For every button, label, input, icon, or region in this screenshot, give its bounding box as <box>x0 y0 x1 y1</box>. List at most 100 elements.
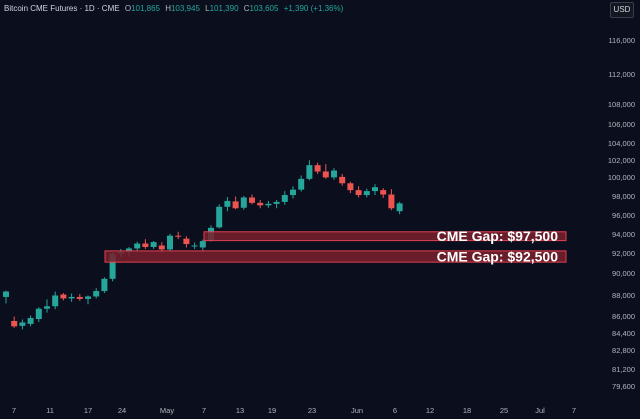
candle-body <box>355 190 362 196</box>
x-tick-label: 18 <box>463 406 471 415</box>
candle-body <box>3 291 9 297</box>
x-tick-label: 23 <box>308 406 316 415</box>
x-tick-label: Jul <box>535 406 545 415</box>
candle-body <box>240 197 247 208</box>
candle-body <box>224 200 231 207</box>
y-tick-label: 116,000 <box>608 36 635 45</box>
candle-body <box>109 253 116 279</box>
candle-body <box>306 165 313 179</box>
cme-gap-zone <box>203 231 567 242</box>
cme-gap-label: CME Gap: $92,500 <box>437 249 559 265</box>
candle-body <box>257 202 264 206</box>
low-label: L <box>205 4 210 13</box>
candle-body <box>76 296 83 299</box>
y-axis[interactable]: 116,000 112,000 108,000 106,000 104,000 102,0… <box>608 36 635 391</box>
candle-body <box>322 171 329 178</box>
candle-body <box>60 294 67 299</box>
candle-body <box>158 245 165 250</box>
candle-body <box>331 170 337 178</box>
y-tick-label: 104,000 <box>608 139 635 148</box>
y-tick-label: 82,800 <box>612 346 635 355</box>
x-tick-label: 7 <box>12 406 16 415</box>
x-tick-label: 11 <box>46 406 54 415</box>
y-tick-label: 106,000 <box>608 120 635 129</box>
y-tick-label: 102,000 <box>608 156 635 165</box>
high-value: 103,945 <box>170 4 200 13</box>
y-tick-label: 98,000 <box>612 192 635 201</box>
x-tick-label: 7 <box>202 406 206 415</box>
candle-body <box>85 296 91 299</box>
candle-body <box>101 278 108 292</box>
x-tick-label: 7 <box>572 406 576 415</box>
high-label: H <box>165 4 171 13</box>
x-tick-label: 12 <box>426 406 434 415</box>
y-tick-label: 79,600 <box>612 382 635 391</box>
candle-body <box>347 183 354 191</box>
cme-gap-zone <box>104 250 567 263</box>
y-tick-label: 92,000 <box>612 249 635 258</box>
close-label: C <box>243 4 250 13</box>
candle-body <box>388 194 395 209</box>
candle-body <box>339 176 346 184</box>
x-tick-label: Jun <box>351 406 363 415</box>
candle-body <box>19 322 26 326</box>
candle-body <box>290 189 296 196</box>
x-tick-label: 19 <box>268 406 276 415</box>
y-tick-label: 88,000 <box>612 291 635 300</box>
x-tick-label: May <box>160 406 174 415</box>
y-tick-label: 108,000 <box>608 100 635 109</box>
open-label: O <box>124 4 132 13</box>
candle-body <box>126 248 132 252</box>
candle-body <box>167 235 173 250</box>
candle-body <box>68 296 75 299</box>
low-value: 101,390 <box>209 4 239 13</box>
x-tick-label: 6 <box>393 406 397 415</box>
candle-body <box>52 295 59 307</box>
candle-body <box>175 235 182 237</box>
y-tick-label: 96,000 <box>612 211 635 220</box>
candle-body <box>35 308 42 319</box>
y-tick-label: 84,400 <box>612 329 635 338</box>
candle-body <box>199 241 206 248</box>
cme-gap-label: CME Gap: $97,500 <box>437 228 559 244</box>
candle-body <box>216 206 223 228</box>
close-value: 103,605 <box>249 4 279 13</box>
x-tick-label: 17 <box>84 406 92 415</box>
candle-body <box>134 243 141 249</box>
candle-body <box>298 178 305 190</box>
symbol-header: Bitcoin CME Futures · 1D · CME O101,865 … <box>4 4 343 13</box>
candles-group <box>3 160 403 330</box>
candle-body <box>363 191 370 196</box>
candle-body <box>273 201 280 204</box>
candle-body <box>265 203 272 206</box>
candle-body <box>396 203 403 212</box>
candle-body <box>11 320 18 327</box>
x-axis[interactable]: 7 11 17 24 May 7 13 19 23 Jun 6 12 18 25 Jul 7 <box>12 406 576 415</box>
symbol-title[interactable]: Bitcoin CME Futures · 1D · CME <box>4 4 120 13</box>
open-value: 101,865 <box>131 4 160 13</box>
candle-body <box>281 195 288 202</box>
candle-body <box>142 243 149 247</box>
currency-button[interactable]: USD <box>610 2 634 18</box>
candle-body <box>27 318 34 324</box>
candle-body <box>380 190 387 195</box>
candle-body <box>372 187 378 192</box>
x-tick-label: 24 <box>118 406 126 415</box>
y-tick-label: 81,200 <box>612 365 635 374</box>
gaps-group: CME Gap: $97,500 CME Gap: $92,500 <box>104 228 567 265</box>
candle-body <box>150 242 157 247</box>
candle-body <box>93 291 100 297</box>
candle-body <box>314 165 321 172</box>
y-tick-label: 94,000 <box>612 230 635 239</box>
change-value: +1,390 (+1.36%) <box>283 4 344 13</box>
y-tick-label: 90,000 <box>612 269 635 278</box>
x-tick-label: 25 <box>500 406 508 415</box>
x-tick-label: 13 <box>236 406 244 415</box>
y-tick-label: 86,000 <box>612 312 635 321</box>
candle-body <box>232 201 239 209</box>
candle-body <box>191 245 198 247</box>
candle-body <box>44 306 50 309</box>
y-tick-label: 100,000 <box>608 173 635 182</box>
